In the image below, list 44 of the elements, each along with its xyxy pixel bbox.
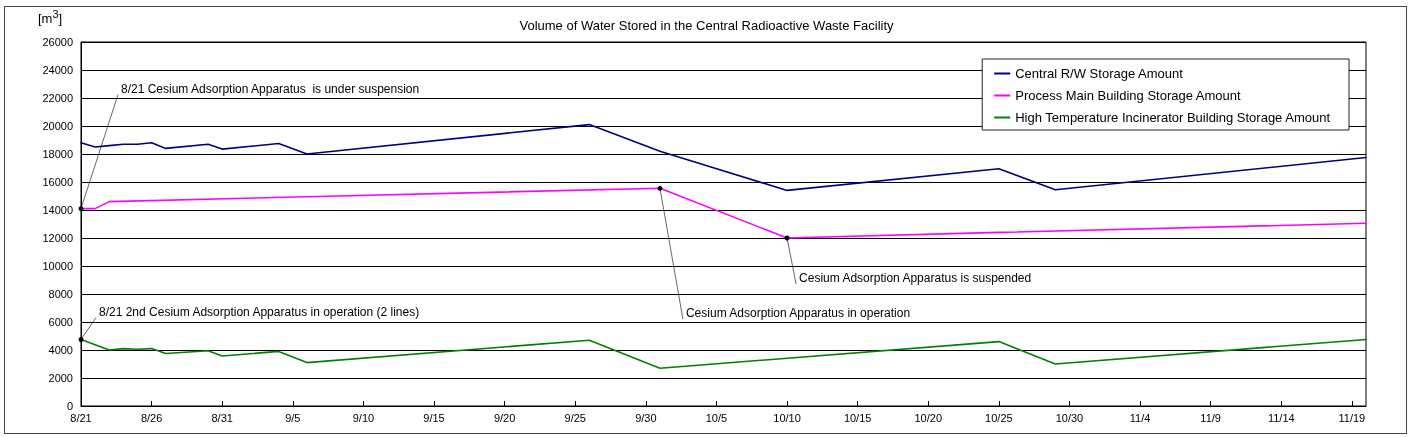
y-tick-label: 14000	[42, 204, 73, 216]
x-tick-label: 9/5	[285, 411, 301, 424]
y-tick-label: 20000	[42, 120, 73, 132]
chart-title: Volume of Water Stored in the Central Radioactive Waste Facility	[519, 18, 895, 33]
x-tick-label: 10/25	[985, 411, 1013, 424]
annotation: 8/21 Cesium Adsorption Apparatus is under suspension	[121, 81, 420, 96]
y-tick-label: 16000	[42, 176, 73, 188]
x-tick-label: 10/15	[843, 411, 872, 424]
annotation: Cesium Adsorption Apparatus is suspended	[799, 271, 1032, 285]
x-tick-label: 9/10	[352, 411, 375, 424]
y-axis-title: [m$^{3}$]	[38, 8, 63, 27]
y-tick-label: 26000	[42, 36, 73, 48]
y-tick-label: 4000	[48, 344, 73, 356]
x-tick-label: 9/20	[493, 411, 516, 424]
annotation: Cesium Adsorption Apparatus in operation	[685, 306, 911, 321]
x-tick-label: 8/31	[211, 411, 233, 424]
y-tick-label: 18000	[42, 148, 73, 160]
x-tick-label: 11/19	[1338, 411, 1366, 424]
y-tick-label: 8000	[48, 288, 73, 300]
legend-label: Process Main Building Storage Amount	[1015, 88, 1242, 103]
y-tick-label: 2000	[48, 372, 73, 384]
line-series	[80, 338, 1367, 369]
x-tick-label: 9/25	[564, 411, 586, 424]
x-tick-label: 8/26	[140, 411, 163, 424]
x-tick-label: 9/15	[423, 411, 445, 424]
y-tick-label: 24000	[42, 64, 73, 76]
x-tick-label: 11/4	[1129, 411, 1151, 424]
x-tick-label: 10/5	[705, 411, 728, 424]
x-tick-label: 9/30	[635, 411, 657, 424]
line-series	[80, 123, 1367, 192]
legend-label: High Temperature Incinerator Building Storage Amount	[1015, 110, 1331, 125]
x-tick-label: 11/14	[1267, 411, 1295, 424]
y-tick-label: 6000	[48, 316, 73, 328]
x-tick-label: 10/30	[1055, 411, 1084, 424]
legend-label: Central R/W Storage Amount	[1015, 66, 1184, 81]
y-tick-label: 0	[66, 400, 73, 412]
y-tick-label: 10000	[42, 260, 73, 272]
annotation: 8/21 2nd Cesium Adsorption Apparatus in operation (2 lines)	[99, 304, 420, 319]
y-tick-label: 12000	[42, 232, 73, 244]
x-tick-label: 8/21	[70, 411, 92, 424]
x-tick-label: 10/10	[773, 411, 801, 424]
x-tick-label: 11/9	[1200, 411, 1221, 424]
y-tick-label: 22000	[42, 92, 73, 104]
x-tick-label: 10/20	[914, 411, 943, 424]
